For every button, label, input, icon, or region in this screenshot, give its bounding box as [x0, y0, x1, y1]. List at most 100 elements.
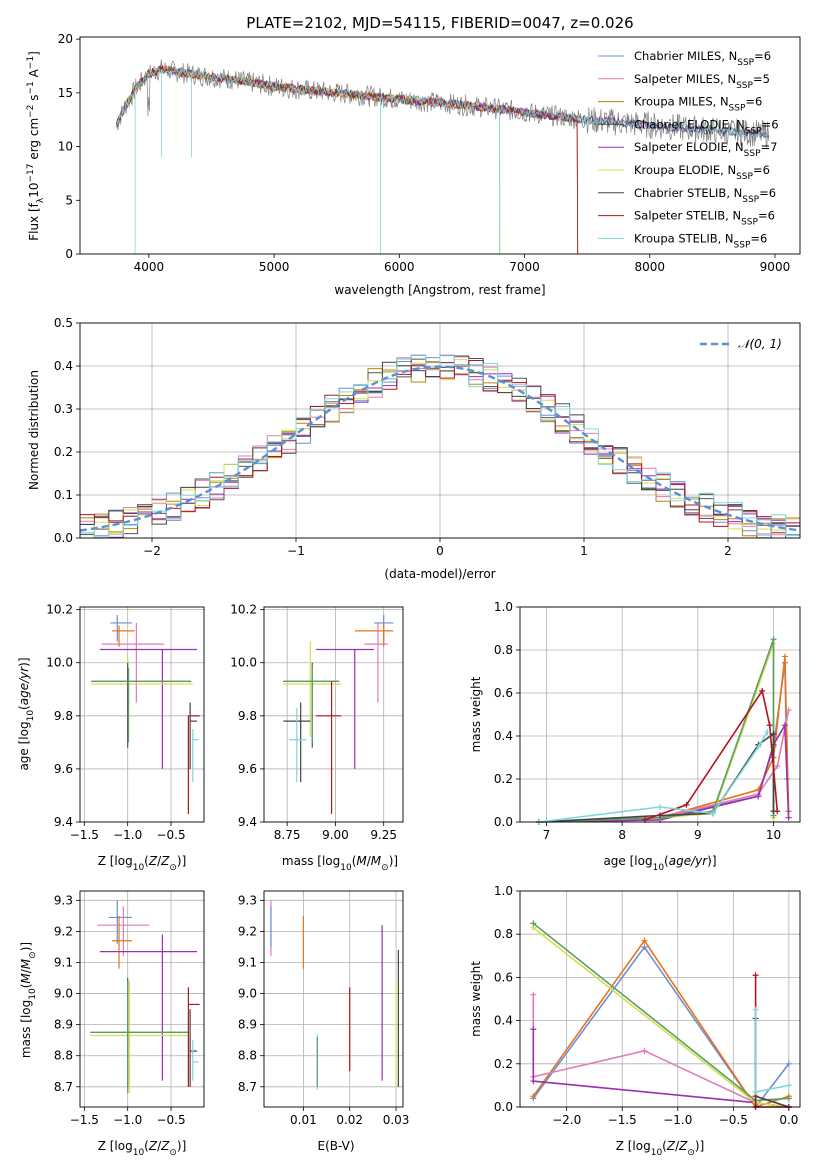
y-tick-label: 0.6 — [494, 686, 513, 700]
x-tick-label: −1.0 — [663, 1113, 692, 1127]
age-vs-mass-panel: 8.75 9.00 9.25 9.4 9.6 9.8 10.0 10.2 mass [log10… — [230, 603, 404, 873]
y-tick-label: 8.7 — [238, 1080, 257, 1094]
normal-curve — [79, 365, 801, 532]
y-tick-label: 9.8 — [238, 709, 257, 723]
weight-marker — [759, 687, 766, 694]
weight-marker — [752, 1006, 759, 1013]
legend-entry: Salpeter ELODIE, NSSP=7 — [634, 140, 777, 159]
x-tick-label: 7 — [543, 828, 551, 842]
weight-series — [538, 731, 769, 823]
axes-frame — [79, 606, 205, 823]
y-tick-label: 1.0 — [494, 600, 513, 614]
mass-vs-ebv-panel: 0.01 0.02 0.03 8.7 8.8 8.9 9.0 9.1 9.2 9.3 E(B-V) — [238, 890, 410, 1153]
legend-entry: 𝒩(0, 1) — [738, 337, 782, 351]
x-tick-label: −2 — [143, 544, 161, 558]
weight-marker — [774, 763, 781, 770]
axes-frame — [79, 322, 801, 539]
x-tick-label: 9 — [694, 828, 702, 842]
legend-entry: Salpeter MILES, NSSP=5 — [634, 72, 770, 91]
x-tick-label: −1.5 — [70, 1113, 99, 1127]
x-tick-label: 2 — [724, 544, 732, 558]
axes-frame — [519, 606, 801, 823]
x-tick-label: −1.5 — [608, 1113, 637, 1127]
x-tick-label: 9.00 — [322, 828, 349, 842]
weight-series — [538, 639, 775, 823]
y-tick-label: 20 — [58, 32, 73, 46]
weight-marker — [530, 991, 537, 998]
axes-frame — [519, 890, 801, 1108]
x-tick-label: 10 — [766, 828, 781, 842]
x-axis-label: wavelength [Angstrom, rest frame] — [334, 283, 545, 297]
weight-series — [532, 994, 790, 1108]
weight-series — [538, 722, 790, 823]
x-axis-label: E(B-V) — [317, 1139, 354, 1153]
weight-series — [754, 1009, 790, 1093]
y-axis-label: mass weight — [469, 961, 483, 1037]
y-tick-label: 10.0 — [230, 656, 257, 670]
x-axis-label: mass [log10(M/M⊙)] — [282, 854, 398, 873]
mass-vs-metallicity-panel: −1.5 −1.0 −0.5 8.7 8.8 8.9 9.0 9.1 9.2 9.3 Z [log1… — [19, 890, 205, 1158]
figure-title: PLATE=2102, MJD=54115, FIBERID=0047, z=0… — [246, 14, 633, 32]
weight-marker — [530, 1026, 537, 1033]
weight-marker — [755, 793, 762, 800]
weight-marker — [530, 1078, 537, 1085]
x-tick-label: 0.0 — [779, 1113, 798, 1127]
x-tick-label: 9.25 — [370, 828, 397, 842]
legend-entry: Chabrier ELODIE, NSSP=6 — [634, 117, 779, 136]
x-tick-label: 0.03 — [383, 1113, 410, 1127]
y-tick-label: 9.0 — [238, 987, 257, 1001]
weight-series — [532, 922, 789, 1102]
y-tick-label: 0 — [65, 247, 73, 261]
axes-frame — [263, 890, 404, 1108]
y-tick-label: 0.8 — [494, 927, 513, 941]
y-axis-label: Normed distribution — [27, 370, 41, 490]
weight-series — [754, 975, 789, 1108]
legend-entry: Chabrier STELIB, NSSP=6 — [634, 186, 776, 205]
y-tick-label: 0.2 — [494, 1057, 513, 1071]
axes-frame — [263, 606, 404, 823]
x-axis-label: (data-model)/error — [384, 567, 495, 581]
y-tick-label: 0.8 — [494, 643, 513, 657]
x-tick-label: −0.5 — [719, 1113, 748, 1127]
x-axis-label: Z [log10(Z/Z⊙)] — [616, 1139, 705, 1158]
y-tick-label: 9.3 — [238, 893, 257, 907]
x-tick-label: 1 — [580, 544, 588, 558]
weight-series — [532, 939, 790, 1108]
y-tick-label: 9.2 — [54, 924, 73, 938]
weight-series — [538, 732, 775, 823]
x-axis-label: age [log10(age/yr)] — [603, 854, 716, 873]
y-tick-label: 8.9 — [54, 1018, 73, 1032]
weight-marker — [785, 1095, 792, 1102]
histogram-series — [80, 354, 800, 538]
y-axis-label: age [log10(age/yr)] — [17, 657, 36, 770]
x-tick-label: 9000 — [760, 260, 791, 274]
weight-series — [644, 688, 779, 821]
weight-marker — [781, 722, 788, 729]
weight-marker — [530, 1093, 537, 1100]
y-tick-label: 5 — [65, 193, 73, 207]
weight-marker — [752, 972, 759, 979]
weight-series — [532, 945, 790, 1109]
x-tick-label: −0.5 — [156, 828, 185, 842]
weight-marker — [641, 937, 648, 944]
weight-marker — [785, 1082, 792, 1089]
x-tick-label: 6000 — [384, 260, 415, 274]
y-tick-label: 0.0 — [494, 815, 513, 829]
y-tick-label: 8.8 — [238, 1049, 257, 1063]
y-axis-label: mass [log10(M/M⊙)] — [19, 942, 38, 1058]
x-tick-label: 8 — [618, 828, 626, 842]
y-tick-label: 0.4 — [54, 359, 73, 373]
model-spectrum — [115, 66, 770, 139]
y-tick-label: 0.2 — [54, 445, 73, 459]
y-tick-label: 0.4 — [494, 729, 513, 743]
x-tick-label: 0 — [436, 544, 444, 558]
weight-marker — [530, 920, 537, 927]
x-tick-label: −1.0 — [113, 1113, 142, 1127]
y-tick-label: 0.6 — [494, 970, 513, 984]
weight-marker — [766, 722, 773, 729]
weight-marker — [764, 728, 771, 735]
y-tick-label: 9.1 — [238, 955, 257, 969]
y-tick-label: 1.0 — [494, 884, 513, 898]
weight-marker — [774, 808, 781, 815]
